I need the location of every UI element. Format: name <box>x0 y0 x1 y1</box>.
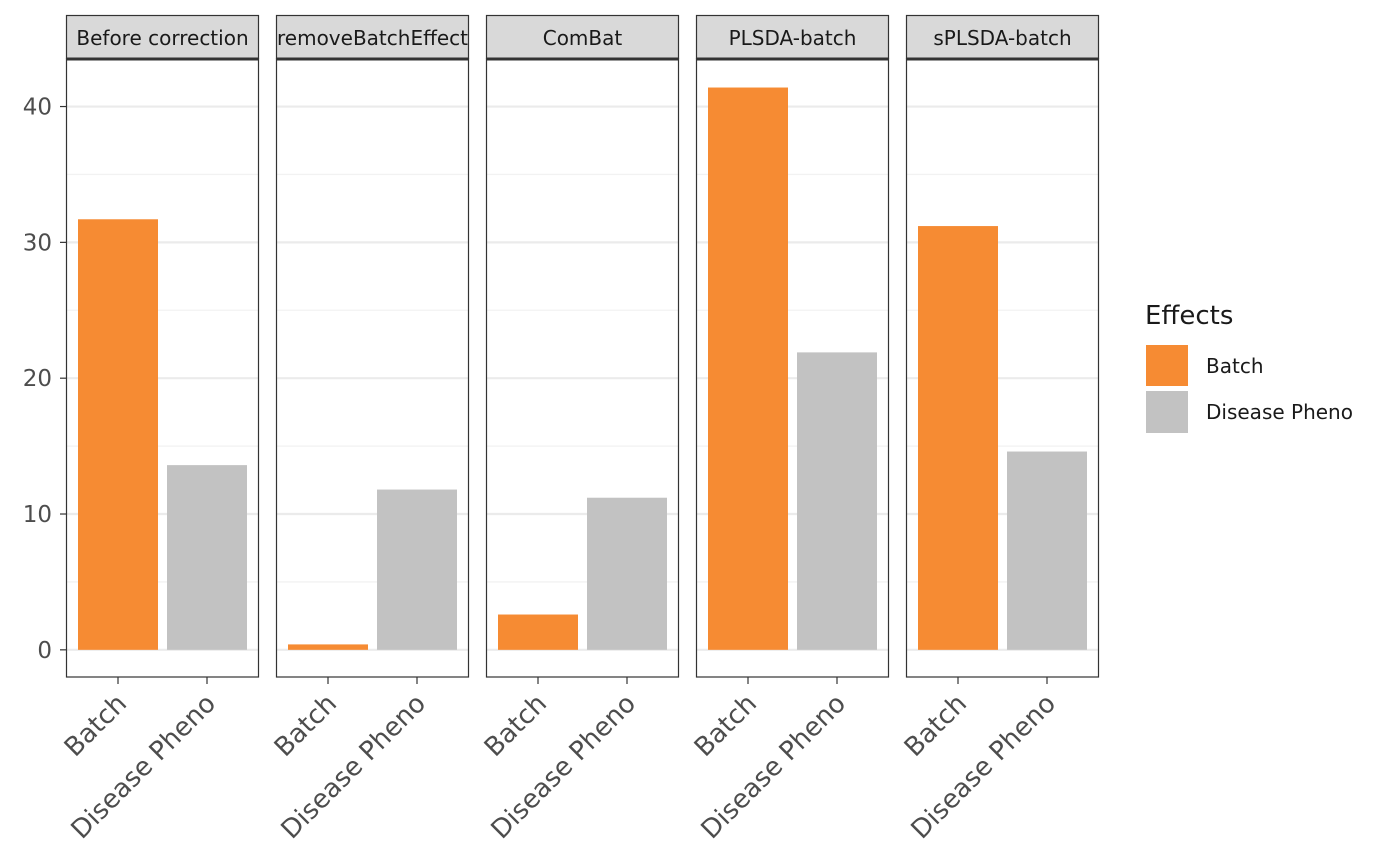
y-tick-label: 10 <box>23 502 52 528</box>
y-tick-label: 20 <box>23 366 52 392</box>
bar-plsda-batch-batch <box>708 87 788 650</box>
legend-label-batch: Batch <box>1206 354 1264 378</box>
bars-group <box>78 219 247 650</box>
bar-removebatcheffect-disease-pheno <box>377 489 457 650</box>
y-axis: 0 10 20 30 40 <box>23 95 66 664</box>
strip-label-splsda-batch: sPLSDA-batch <box>933 26 1071 50</box>
strip-background <box>695 14 890 60</box>
x-tick-label-batch: Batch <box>59 689 133 763</box>
bars-group <box>498 497 667 650</box>
strip-background <box>905 14 1100 60</box>
bars-group <box>708 87 877 650</box>
bar-combat-batch <box>498 614 578 650</box>
strip-background <box>485 14 680 60</box>
bar-removebatcheffect-batch <box>288 644 368 650</box>
bar-combat-disease-pheno <box>587 497 667 650</box>
x-tick-label-batch: Batch <box>479 689 553 763</box>
x-tick-label-batch: Batch <box>689 689 763 763</box>
bar-splsda-batch-disease-pheno <box>1007 451 1087 650</box>
legend-key-disease-pheno <box>1146 391 1188 433</box>
bar-before-correction-batch <box>78 219 158 650</box>
x-tick-label-batch: Batch <box>269 689 343 763</box>
bars-group <box>918 226 1087 650</box>
legend-key-batch <box>1146 345 1188 386</box>
legend-label-disease-pheno: Disease Pheno <box>1206 400 1353 424</box>
legend-title: Effects <box>1145 301 1233 331</box>
bar-before-correction-disease-pheno <box>167 465 247 650</box>
y-tick-label: 30 <box>23 230 52 256</box>
y-tick-label: 40 <box>23 95 52 121</box>
strip-label-plsda-batch: PLSDA-batch <box>729 26 857 50</box>
bar-plsda-batch-disease-pheno <box>797 352 877 650</box>
strip-label-combat: ComBat <box>543 26 623 50</box>
strip-label-removebatcheffect: removeBatchEffect <box>277 26 468 50</box>
bar-splsda-batch-batch <box>918 226 998 650</box>
x-tick-label-batch: Batch <box>899 689 973 763</box>
y-tick-label: 0 <box>37 638 52 664</box>
legend: Effects Batch Disease Pheno <box>1145 301 1353 433</box>
strip-background <box>65 14 260 60</box>
bars-group <box>288 489 457 650</box>
strip-label-before-correction: Before correction <box>76 26 248 50</box>
